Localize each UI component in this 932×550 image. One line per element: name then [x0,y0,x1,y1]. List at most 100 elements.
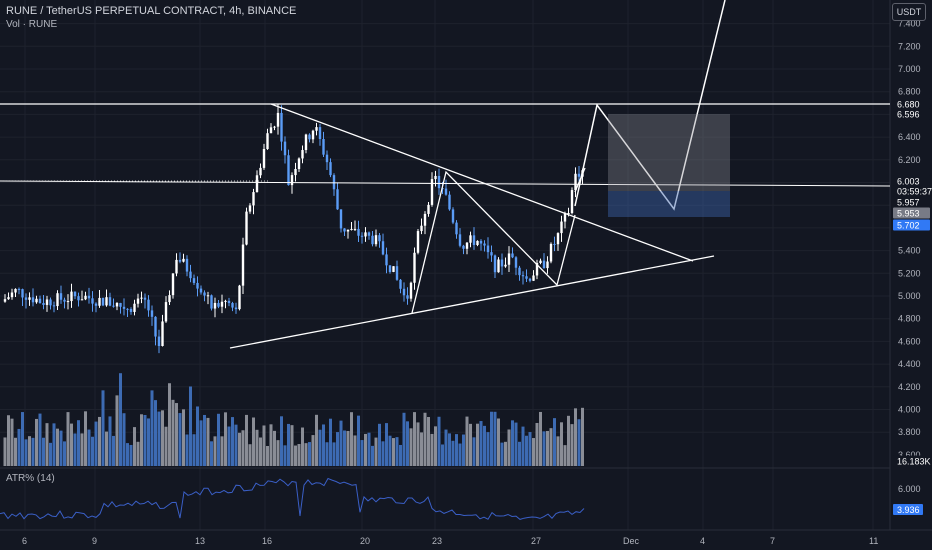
candle-body [367,232,371,236]
candle-body [276,112,280,127]
candle [143,293,147,309]
price-tick-label: 5.200 [898,268,921,278]
volume-bar [371,445,374,466]
volume-bar [577,419,581,466]
candle [136,293,140,308]
candle-body [150,310,154,317]
candle-body [549,243,553,262]
candle-body [406,295,409,299]
candle [73,291,77,300]
candle-body [462,245,465,249]
volume-bar [290,425,294,466]
candle [168,290,171,305]
candle [402,282,406,302]
candle-body [521,275,525,277]
candle [98,290,101,308]
candle-body [490,252,493,256]
volume-bar [297,444,301,466]
candle-body [175,259,178,274]
time-tick-label: 11 [869,536,878,546]
candle-body [129,308,133,312]
volume-bar [224,412,227,466]
candle [353,220,357,232]
price-tick-label: 4.800 [898,314,921,324]
candle-body [476,240,479,246]
candle-body [77,296,80,301]
candle [276,104,280,135]
volume-bar [322,424,325,466]
candle-body [318,127,322,140]
price-badge-text: 16.183K [897,457,931,467]
candle-body [143,297,147,300]
candle-body [287,155,290,186]
candle-body [378,235,381,242]
candle-body [52,305,56,307]
volume-bar [129,444,133,466]
price-tick-label: 6.800 [898,87,921,97]
volume-bar [518,441,521,466]
currency-button[interactable]: USDT [892,3,926,21]
volume-bar [483,425,486,466]
candle-body [346,229,350,232]
volume-bar [570,424,574,466]
candle-body [297,158,301,170]
price-tick-label: 7.400 [898,19,921,29]
candle [227,297,231,307]
candle [448,191,451,211]
candle [325,150,329,171]
volume-bar [469,423,472,466]
candle [399,278,402,294]
volume-bar [80,433,84,466]
price-badge-text: 6.003 [897,177,920,187]
candle-body [308,134,311,140]
volume-bar [252,417,255,466]
candle-body [203,292,206,296]
candle [238,284,241,311]
candle [224,299,227,309]
candle [392,266,395,273]
volume-bar [234,424,238,466]
candle-body [343,228,346,232]
time-tick-label: 13 [195,536,205,546]
volume-bar [108,416,112,466]
volume-bar [413,412,416,466]
volume-bar [332,442,336,466]
volume-bar [154,400,157,466]
candle-body [518,267,521,276]
candle-body [70,291,73,302]
candle [532,270,535,281]
atr-badge: 3.936 [893,504,923,515]
volume-bar [427,416,430,466]
candle [199,285,203,295]
volume-bar [294,445,297,466]
candle [413,247,416,290]
candle [35,295,38,304]
volume-bar [98,416,101,466]
candle [437,168,441,195]
volume-bar [381,441,385,466]
candle-body [262,149,266,168]
volume-bar [171,399,175,466]
volume-bar [150,390,154,466]
candle-body [7,297,10,300]
volume-bar [448,433,451,466]
time-tick-label: 6 [22,536,27,546]
candle-body [430,179,434,205]
candle [577,165,581,182]
candle [269,123,273,134]
volume-bar [511,420,514,466]
candle [105,289,108,307]
candle [245,207,248,246]
candle [108,292,112,307]
candle [420,218,423,235]
volume-bar [336,432,339,466]
volume-bar [7,415,10,466]
price-tick-label: 6.400 [898,132,921,142]
candle-body [374,235,378,245]
candle [343,228,346,236]
candle [294,162,297,182]
candle-body [301,150,304,159]
candle [528,277,532,283]
price-badge-bg [893,98,930,110]
